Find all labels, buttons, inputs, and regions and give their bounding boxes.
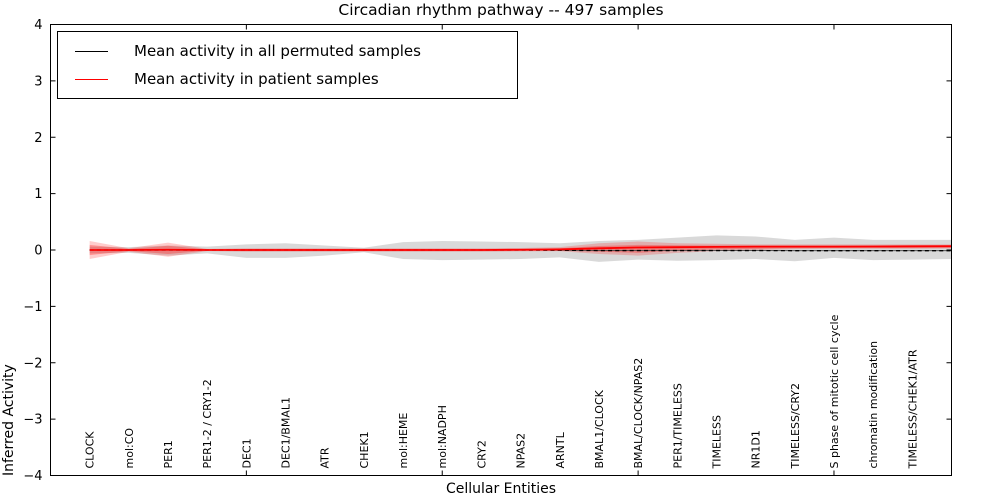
y-axis-label: Inferred Activity — [1, 364, 17, 476]
patient-mean-line — [89, 245, 952, 251]
x-category-label: TIMELESS/CHEK1/ATR — [906, 349, 919, 469]
y-tick-label: 3 — [34, 74, 42, 89]
y-tick-label: 1 — [34, 187, 42, 202]
x-category-label: chromatin modification — [867, 341, 880, 469]
y-tick-label: 0 — [34, 244, 42, 259]
x-category-label: NR1D1 — [750, 430, 763, 468]
y-tick-label: 4 — [34, 18, 42, 33]
y-tick-label: −3 — [23, 413, 42, 428]
x-category-label: mol:CO — [123, 428, 136, 469]
x-category-label: mol:NADPH — [436, 405, 449, 468]
permuted-samples-range-band — [89, 235, 952, 262]
x-category-label: CRY2 — [475, 440, 488, 468]
x-category-label: BMAL/CLOCK/NPAS2 — [632, 358, 645, 469]
x-category-label: TIMELESS — [710, 415, 723, 469]
legend-item-permuted: Mean activity in all permuted samples — [58, 42, 517, 60]
x-category-label: NPAS2 — [515, 433, 528, 469]
permuted-line-swatch — [75, 50, 108, 52]
y-tick-label: 2 — [34, 131, 42, 146]
legend-label: Mean activity in patient samples — [134, 70, 379, 88]
x-axis-label: Cellular Entities — [445, 481, 557, 497]
patient-line-swatch — [75, 78, 108, 80]
x-category-label: BMAL1/CLOCK — [593, 389, 606, 468]
x-category-label: ATR — [319, 447, 332, 468]
x-category-label: ARNTL — [554, 431, 567, 468]
chart-title: Circadian rhythm pathway -- 497 samples — [338, 1, 664, 19]
x-category-label: TIMELESS/CRY2 — [789, 383, 802, 470]
x-category-label: PER1/TIMELESS — [671, 383, 684, 468]
y-tick-label: −4 — [23, 469, 42, 484]
y-tick-label: −2 — [23, 356, 42, 371]
y-tick-label: −1 — [23, 300, 42, 315]
legend-label: Mean activity in all permuted samples — [134, 42, 421, 60]
x-category-label: mol:HEME — [397, 413, 410, 469]
legend: Mean activity in all permuted samples Me… — [57, 31, 518, 99]
x-category-label: CLOCK — [84, 431, 97, 469]
legend-item-patient: Mean activity in patient samples — [58, 70, 517, 88]
x-category-label: DEC1/BMAL1 — [280, 397, 293, 469]
x-category-label: PER1-2 / CRY1-2 — [201, 379, 214, 468]
x-category-label: PER1 — [162, 440, 175, 468]
x-category-label: CHEK1 — [358, 431, 371, 468]
x-category-label: DEC1 — [240, 438, 253, 468]
x-category-label: S phase of mitotic cell cycle — [828, 314, 841, 468]
